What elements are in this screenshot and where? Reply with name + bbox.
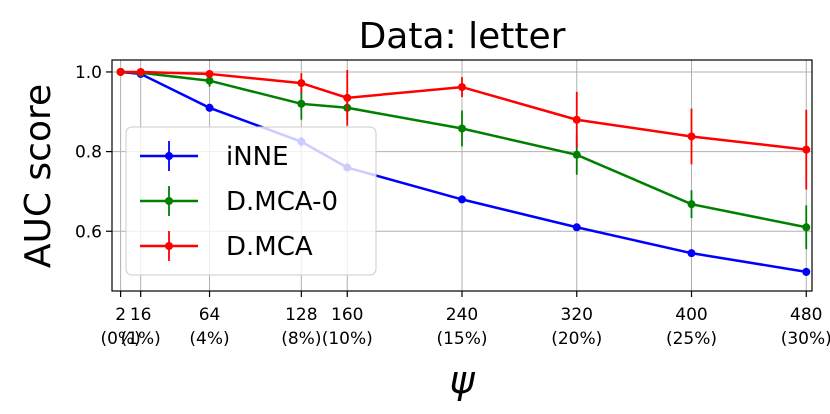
legend-marker bbox=[165, 152, 173, 160]
y-tick-label: 0.6 bbox=[75, 222, 102, 242]
legend-label: iNNE bbox=[226, 142, 289, 172]
x-tick-label: 320 bbox=[561, 305, 593, 325]
data-point bbox=[458, 124, 466, 133]
legend-label: D.MCA bbox=[226, 232, 313, 262]
x-tick-percent: (8%) bbox=[281, 329, 321, 349]
x-tick-label: 480 bbox=[790, 305, 822, 325]
data-point bbox=[136, 67, 145, 76]
data-point bbox=[572, 150, 581, 159]
x-tick-percent: (1%) bbox=[121, 329, 161, 349]
data-point bbox=[297, 99, 306, 108]
data-point bbox=[687, 132, 696, 141]
data-point bbox=[458, 83, 466, 92]
data-point bbox=[343, 93, 352, 102]
x-tick-label: 160 bbox=[331, 305, 363, 325]
data-point bbox=[687, 249, 696, 258]
data-point bbox=[205, 103, 214, 112]
data-point bbox=[802, 223, 811, 232]
x-tick-percent: (20%) bbox=[551, 329, 602, 349]
legend-item: D.MCA-0 bbox=[140, 186, 338, 217]
x-tick-percent: (30%) bbox=[781, 329, 830, 349]
data-point bbox=[116, 67, 125, 76]
legend-marker bbox=[165, 197, 173, 205]
y-tick-label: 1.0 bbox=[75, 63, 102, 83]
x-tick-percent: (0%) bbox=[100, 329, 140, 349]
x-tick-label: 128 bbox=[285, 305, 317, 325]
data-point bbox=[458, 195, 466, 204]
data-point bbox=[297, 79, 306, 88]
legend-label: D.MCA-0 bbox=[226, 187, 338, 217]
x-tick-percent: (25%) bbox=[666, 329, 717, 349]
series-d-mca bbox=[116, 67, 811, 190]
legend-marker bbox=[165, 242, 173, 250]
x-tick-label: 64 bbox=[199, 305, 221, 325]
x-tick-percent: (15%) bbox=[436, 329, 487, 349]
legend-item: iNNE bbox=[140, 141, 289, 172]
data-point bbox=[205, 69, 214, 78]
data-point bbox=[687, 200, 696, 209]
data-point bbox=[572, 115, 581, 124]
data-point bbox=[802, 145, 811, 154]
x-tick-label: 2 bbox=[115, 305, 126, 325]
y-axis-label: AUC score bbox=[18, 84, 59, 268]
legend-box bbox=[125, 126, 377, 276]
x-tick-label: 400 bbox=[675, 305, 707, 325]
data-point bbox=[205, 76, 214, 85]
x-tick-percent: (4%) bbox=[189, 329, 229, 349]
x-tick-label: 240 bbox=[446, 305, 478, 325]
x-tick-percent: (10%) bbox=[322, 329, 373, 349]
x-tick-label: 16 bbox=[130, 305, 152, 325]
legend-item: D.MCA bbox=[140, 231, 313, 262]
y-tick-label: 0.8 bbox=[75, 143, 102, 163]
chart-title: Data: letter bbox=[359, 16, 566, 57]
x-axis-label: ψ bbox=[449, 358, 475, 402]
data-point bbox=[572, 223, 581, 232]
data-point bbox=[802, 267, 811, 276]
